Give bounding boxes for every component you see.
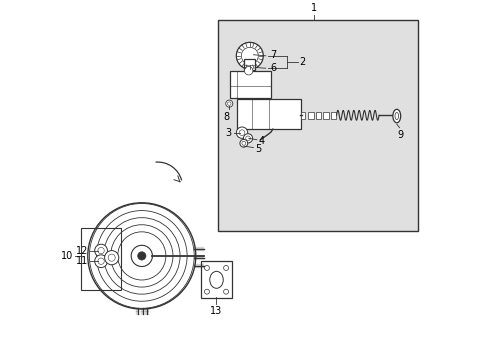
Bar <box>218 21 417 231</box>
Bar <box>315 112 320 119</box>
Circle shape <box>104 251 119 265</box>
Text: 7: 7 <box>269 50 276 60</box>
Bar <box>301 112 305 119</box>
Bar <box>307 112 313 119</box>
Text: 1: 1 <box>310 3 316 13</box>
Text: 3: 3 <box>224 128 230 138</box>
Circle shape <box>95 255 107 267</box>
Text: 9: 9 <box>396 130 403 140</box>
Text: 6: 6 <box>269 63 276 73</box>
Bar <box>244 59 255 70</box>
Circle shape <box>236 42 263 69</box>
Text: 8: 8 <box>223 112 229 122</box>
Circle shape <box>244 67 252 75</box>
Bar <box>323 112 328 119</box>
Text: 12: 12 <box>76 246 88 256</box>
Circle shape <box>95 244 107 257</box>
Text: 13: 13 <box>210 306 222 316</box>
Text: 5: 5 <box>255 144 261 154</box>
Bar <box>230 71 270 98</box>
Text: 2: 2 <box>299 57 305 67</box>
Text: 4: 4 <box>258 136 264 146</box>
Bar <box>330 112 335 119</box>
Ellipse shape <box>392 109 400 123</box>
Circle shape <box>236 127 247 138</box>
Text: 11: 11 <box>76 256 88 266</box>
Circle shape <box>243 134 252 143</box>
Circle shape <box>131 245 152 266</box>
Circle shape <box>240 139 247 147</box>
Circle shape <box>225 100 232 107</box>
Bar <box>237 99 301 129</box>
FancyBboxPatch shape <box>201 261 232 298</box>
Circle shape <box>137 252 146 260</box>
Bar <box>81 228 121 289</box>
Text: 10: 10 <box>61 251 73 261</box>
